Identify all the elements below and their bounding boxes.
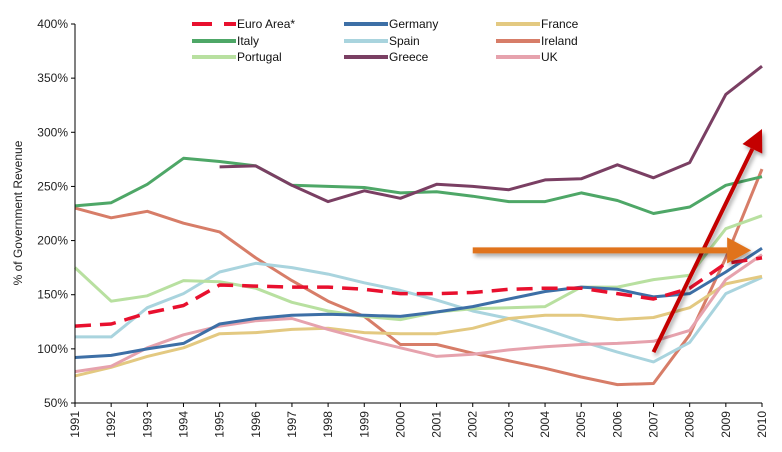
series-line-france <box>74 274 763 378</box>
x-tick-label: 1992 <box>104 411 118 438</box>
legend-item-france: France <box>496 17 579 31</box>
x-tick-label: 1998 <box>321 411 335 438</box>
series-line-ireland <box>74 168 764 387</box>
x-tick-label: 1993 <box>140 411 154 438</box>
y-axis-title: % of Government Revenue <box>11 140 25 285</box>
x-tick-label: 1991 <box>68 411 82 438</box>
legend-label: UK <box>541 50 558 64</box>
legend-item-spain: Spain <box>344 34 420 48</box>
x-tick-label: 2003 <box>502 411 516 438</box>
annotation-arrow-orange <box>472 237 752 264</box>
legend-item-greece: Greece <box>344 50 429 64</box>
x-tick-label: 2002 <box>466 411 480 438</box>
legend-item-portugal: Portugal <box>192 50 282 64</box>
y-tick-label: 400% <box>37 17 68 31</box>
x-tick-label: 2000 <box>393 411 407 438</box>
x-tick-label: 1999 <box>357 411 371 438</box>
x-tick-label: 1996 <box>249 411 263 438</box>
legend-item-uk: UK <box>496 50 558 64</box>
series-layer <box>73 65 764 387</box>
legend-item-italy: Italy <box>192 34 259 48</box>
x-tick-label: 2008 <box>683 411 697 438</box>
axes: 50% 100% 150% 200% 250% 300% 350% 400% 1991 1992 1… <box>37 17 769 438</box>
x-tick-label: 2004 <box>538 411 552 438</box>
x-tick-label: 1995 <box>213 411 227 438</box>
legend-label: Italy <box>237 34 259 48</box>
y-tick-label: 300% <box>37 125 68 139</box>
annotations <box>472 129 763 353</box>
y-tick-label: 200% <box>37 234 68 248</box>
series-line-uk <box>74 253 763 374</box>
series-line-greece <box>219 65 763 204</box>
x-tick-label: 2010 <box>755 411 769 438</box>
y-tick-label: 350% <box>37 71 68 85</box>
x-tick-label: 1997 <box>285 411 299 438</box>
series-line-italy <box>74 156 763 215</box>
legend-item-germany: Germany <box>344 17 438 31</box>
legend-label: France <box>541 17 579 31</box>
arrow-head <box>742 129 763 154</box>
x-tick-label: 2007 <box>647 411 661 438</box>
legend-label: Greece <box>389 50 429 64</box>
legend-label: Spain <box>389 34 420 48</box>
y-tick-label: 250% <box>37 179 68 193</box>
y-tick-label: 100% <box>37 342 68 356</box>
x-tick-label: 2009 <box>719 411 733 438</box>
series-line-euro-area <box>74 256 763 328</box>
series-line-portugal <box>73 214 763 322</box>
legend-label: Portugal <box>237 50 282 64</box>
series-line-germany <box>74 246 763 359</box>
legend-item-euro-area: Euro Area* <box>192 17 295 31</box>
x-tick-label: 2006 <box>610 411 624 438</box>
legend-label: Ireland <box>541 34 578 48</box>
x-tick-label: 1994 <box>176 411 190 438</box>
legend-label: Euro Area* <box>237 17 295 31</box>
x-tick-label: 2005 <box>574 411 588 438</box>
x-tick-label: 2001 <box>430 411 444 438</box>
legend-label: Germany <box>389 17 438 31</box>
y-tick-label: 150% <box>37 288 68 302</box>
y-tick-label: 50% <box>44 396 68 410</box>
legend-item-ireland: Ireland <box>496 34 578 48</box>
legend: Euro Area* Germany France Italy Spain Ireland… <box>192 17 579 64</box>
arrow-head <box>727 237 752 264</box>
